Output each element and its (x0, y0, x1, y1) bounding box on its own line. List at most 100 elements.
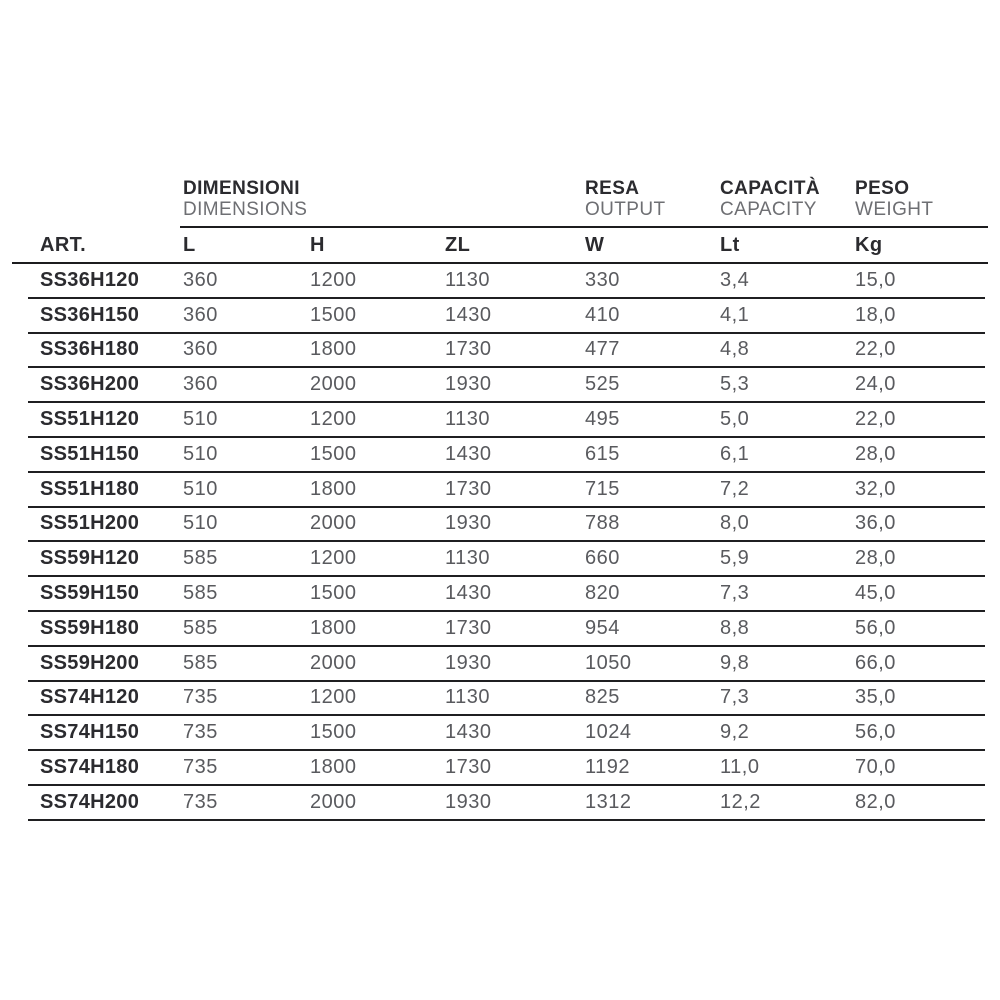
cell-h: 2000 (310, 651, 357, 674)
cell-kg: 15,0 (855, 268, 896, 291)
table-row: SS51H120 510 1200 1130 495 5,0 22,0 (28, 403, 985, 438)
table-row: SS74H200 735 2000 1930 1312 12,2 82,0 (28, 786, 985, 821)
col-header-kg: Kg (855, 233, 883, 256)
cell-lt: 6,1 (720, 442, 750, 465)
cell-art: SS59H200 (40, 651, 140, 674)
cell-w: 525 (585, 373, 620, 396)
cell-zl: 1430 (445, 303, 492, 326)
cell-lt: 5,0 (720, 408, 750, 431)
cell-h: 1200 (310, 686, 357, 709)
cell-l: 585 (183, 547, 218, 570)
cell-zl: 1130 (445, 268, 491, 291)
cell-zl: 1130 (445, 547, 491, 570)
group-output: RESA OUTPUT (585, 178, 720, 220)
table-row: SS74H120 735 1200 1130 825 7,3 35,0 (28, 682, 985, 717)
cell-l: 510 (183, 442, 218, 465)
col-header-h: H (310, 233, 325, 256)
cell-zl: 1430 (445, 582, 492, 605)
col-header-w: W (585, 233, 605, 256)
table-row: SS74H150 735 1500 1430 1024 9,2 56,0 (28, 716, 985, 752)
cell-kg: 56,0 (855, 721, 896, 744)
cell-l: 585 (183, 651, 218, 674)
col-header-lt: Lt (720, 233, 740, 256)
cell-l: 360 (183, 303, 218, 326)
cell-h: 1500 (310, 721, 357, 744)
cell-kg: 36,0 (855, 512, 896, 535)
cell-l: 735 (183, 686, 218, 709)
cell-l: 360 (183, 373, 218, 396)
cell-lt: 11,0 (720, 756, 760, 779)
cell-h: 1800 (310, 616, 357, 639)
cell-zl: 1730 (445, 338, 492, 361)
cell-lt: 9,2 (720, 721, 750, 744)
table-row: SS36H200 360 2000 1930 525 5,3 24,0 (28, 368, 985, 404)
cell-w: 495 (585, 408, 620, 431)
cell-art: SS36H150 (40, 303, 140, 326)
cell-zl: 1930 (445, 373, 492, 396)
cell-h: 1800 (310, 756, 357, 779)
group-dimensions-it: DIMENSIONI (183, 178, 300, 199)
cell-h: 1800 (310, 338, 357, 361)
cell-lt: 12,2 (720, 790, 761, 813)
cell-w: 1024 (585, 721, 632, 744)
cell-lt: 7,3 (720, 582, 750, 605)
cell-w: 1050 (585, 651, 632, 674)
cell-l: 360 (183, 338, 218, 361)
column-header-row: ART. L H ZL W Lt Kg (28, 228, 985, 262)
cell-lt: 5,3 (720, 373, 750, 396)
cell-lt: 7,2 (720, 477, 750, 500)
cell-h: 1200 (310, 268, 357, 291)
cell-art: SS36H180 (40, 338, 140, 361)
cell-w: 788 (585, 512, 620, 535)
cell-art: SS59H120 (40, 547, 140, 570)
table-row: SS51H150 510 1500 1430 615 6,1 28,0 (28, 438, 985, 473)
cell-h: 1200 (310, 408, 357, 431)
cell-l: 585 (183, 616, 218, 639)
cell-zl: 1930 (445, 790, 492, 813)
table-row: SS59H150 585 1500 1430 820 7,3 45,0 (28, 577, 985, 612)
cell-kg: 22,0 (855, 408, 896, 431)
cell-l: 735 (183, 756, 218, 779)
cell-zl: 1930 (445, 512, 492, 535)
cell-zl: 1430 (445, 721, 492, 744)
cell-lt: 9,8 (720, 651, 750, 674)
cell-art: SS74H200 (40, 790, 140, 813)
cell-art: SS51H200 (40, 512, 140, 535)
cell-l: 510 (183, 512, 218, 535)
cell-lt: 3,4 (720, 268, 750, 291)
cell-kg: 70,0 (855, 756, 896, 779)
col-header-l: L (183, 233, 196, 256)
cell-l: 585 (183, 582, 218, 605)
cell-art: SS74H120 (40, 686, 140, 709)
cell-zl: 1130 (445, 686, 491, 709)
table-row: SS51H180 510 1800 1730 715 7,2 32,0 (28, 473, 985, 508)
cell-art: SS36H120 (40, 268, 140, 291)
table-body: SS36H120 360 1200 1130 330 3,4 15,0 SS36… (28, 264, 985, 821)
table-row: SS36H150 360 1500 1430 410 4,1 18,0 (28, 299, 985, 334)
col-header-zl: ZL (445, 233, 471, 256)
cell-zl: 1730 (445, 756, 492, 779)
cell-zl: 1130 (445, 408, 491, 431)
group-capacity-it: CAPACITÀ (720, 178, 820, 199)
cell-art: SS74H180 (40, 756, 140, 779)
group-weight-en: WEIGHT (855, 199, 934, 220)
col-header-art: ART. (40, 233, 87, 256)
cell-kg: 45,0 (855, 582, 896, 605)
cell-l: 735 (183, 721, 218, 744)
cell-art: SS36H200 (40, 373, 140, 396)
cell-w: 330 (585, 268, 620, 291)
table-row: SS51H200 510 2000 1930 788 8,0 36,0 (28, 508, 985, 543)
cell-kg: 56,0 (855, 616, 896, 639)
cell-w: 1192 (585, 756, 631, 779)
cell-h: 1500 (310, 442, 357, 465)
cell-lt: 5,9 (720, 547, 750, 570)
cell-l: 360 (183, 268, 218, 291)
cell-art: SS74H150 (40, 721, 140, 744)
table-row: SS36H120 360 1200 1130 330 3,4 15,0 (28, 264, 985, 299)
group-dimensions-en: DIMENSIONS (183, 199, 308, 220)
group-output-it: RESA (585, 178, 640, 199)
cell-w: 410 (585, 303, 620, 326)
cell-art: SS59H180 (40, 616, 140, 639)
cell-h: 2000 (310, 512, 357, 535)
cell-art: SS51H120 (40, 408, 140, 431)
